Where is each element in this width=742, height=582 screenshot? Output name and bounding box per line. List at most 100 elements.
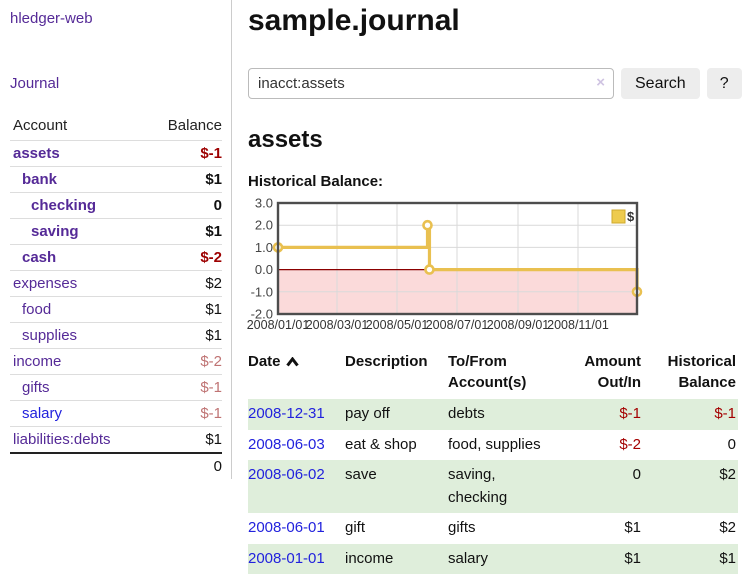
account-row: checking 0 [10,192,222,219]
search-input[interactable] [248,68,614,99]
cell-accounts: gifts [448,519,476,536]
svg-text:2008/11/01: 2008/11/01 [547,318,609,332]
register-header-balance: Historical Balance [667,353,736,391]
account-balance: $-1 [200,379,222,396]
account-balance: $1 [205,431,222,448]
accounts-total-value: 0 [213,458,222,475]
svg-text:$: $ [627,209,635,224]
svg-text:2008/03/01: 2008/03/01 [306,318,369,332]
account-balance: $1 [205,223,222,240]
search-button[interactable]: Search [621,68,700,99]
register-header-date[interactable]: Date [248,349,345,399]
account-row: income $-2 [10,348,222,375]
sidebar-account-link[interactable]: cash [22,249,57,266]
cell-amount: 0 [560,460,643,513]
sidebar-account-link[interactable]: supplies [22,327,78,344]
help-button[interactable]: ? [706,68,742,99]
account-row: supplies $1 [10,322,222,349]
account-row: gifts $-1 [10,374,222,401]
cell-accounts: salary [448,543,560,574]
transaction-date-link[interactable]: 2008-06-03 [248,435,325,453]
cell-balance: $-1 [643,399,738,430]
register-header-description: Description [345,353,428,370]
historical-balance-chart: $3.0 2.0 1.0 0.0 -1.0 -2.0 2008/01/01 2008/03/0… [247,196,742,337]
account-row: assets $-1 [10,140,222,167]
transaction-date-link[interactable]: 2008-06-02 [248,466,325,483]
svg-text:3.0: 3.0 [255,196,273,211]
cell-date: 2008-06-02 [248,460,345,513]
cell-balance: 0 [727,435,736,453]
account-balance: $1 [205,301,222,318]
cell-balance: $2 [643,460,738,513]
cell-balance: $1 [643,543,738,574]
register-row: 2008-01-01 income salary $1 $1 [248,543,738,574]
accounts-total-spacer [10,453,145,479]
cell-accounts: food, supplies [448,435,541,453]
register-header-row: Date Description To/From Account(s) Amou… [248,349,738,399]
account-balance: $1 [205,327,222,344]
main-content: sample.journal × Search ? assets Histori… [232,0,742,574]
svg-text:2008/01/01: 2008/01/01 [247,318,310,332]
svg-text:2008/07/01: 2008/07/01 [426,318,489,332]
svg-text:-1.0: -1.0 [251,284,273,299]
account-row: expenses $2 [10,270,222,297]
sidebar-account-link[interactable]: saving [31,223,79,240]
account-heading: assets [248,126,323,153]
account-row: food $1 [10,296,222,323]
account-balance: $-1 [200,405,222,422]
cell-description: save [345,460,448,513]
transaction-date-link[interactable]: 2008-12-31 [248,405,325,422]
app-title: hledger-web [10,10,221,28]
sidebar-account-link[interactable]: income [13,353,62,370]
accounts-total-row: 0 [10,453,222,479]
account-balance: 0 [213,197,222,214]
app-title-link[interactable]: hledger-web [10,10,93,27]
sidebar-nav: Journal [10,75,221,93]
register-row: 2008-12-31 pay off debts $-1 $-1 [248,399,738,430]
account-balance: $-2 [200,249,222,266]
accounts-header-account: Account [13,117,68,134]
account-row: cash $-2 [10,244,222,271]
svg-text:-2.0: -2.0 [251,307,273,322]
sidebar-item-journal[interactable]: Journal [10,75,60,92]
sidebar-account-link[interactable]: food [22,301,52,318]
transaction-date-link[interactable]: 2008-06-01 [248,519,325,536]
cell-description: gift [345,519,366,536]
cell-accounts: debts [448,399,560,430]
sidebar-account-link[interactable]: bank [22,171,58,188]
register-row: 2008-06-01 gift gifts $1 $2 [248,513,738,544]
register-row: 2008-06-02 save saving, checking 0 $2 [248,460,738,513]
cell-date: 2008-12-31 [248,399,345,430]
sidebar-account-link[interactable]: liabilities:debts [13,431,111,448]
accounts-header-balance: Balance [167,117,222,134]
chart-label: Historical Balance: [248,173,384,190]
account-row: liabilities:debts $1 [10,426,222,454]
sidebar-account-link[interactable]: gifts [22,379,50,396]
cell-amount: $1 [560,543,643,574]
sidebar-account-link[interactable]: assets [13,145,60,162]
cell-balance: $2 [719,519,736,536]
cell-description: income [345,543,448,574]
page-title: sample.journal [248,4,460,37]
chevron-up-icon [285,356,299,367]
svg-text:2.0: 2.0 [255,218,273,233]
register-header-accounts: To/From Account(s) [448,353,527,391]
sidebar-account-link[interactable]: expenses [13,275,78,292]
svg-text:0.0: 0.0 [255,262,273,277]
cell-description: pay off [345,399,448,430]
search-form: × Search ? [248,68,742,99]
cell-accounts: saving, checking [448,460,560,513]
account-balance: $1 [205,171,222,188]
transaction-date-link[interactable]: 2008-01-01 [248,549,325,567]
search-input-wrap: × [248,68,614,99]
account-balance: $-1 [200,145,222,162]
cell-amount: $-1 [560,399,643,430]
sidebar-account-link[interactable]: checking [31,197,97,214]
sidebar-account-link[interactable]: salary [22,405,63,422]
register-header-amount: Amount Out/In [584,353,641,391]
cell-amount: $-2 [619,435,641,453]
clear-search-icon[interactable]: × [596,74,605,91]
cell-amount: $1 [624,519,641,536]
account-row: salary $-1 [10,400,222,427]
